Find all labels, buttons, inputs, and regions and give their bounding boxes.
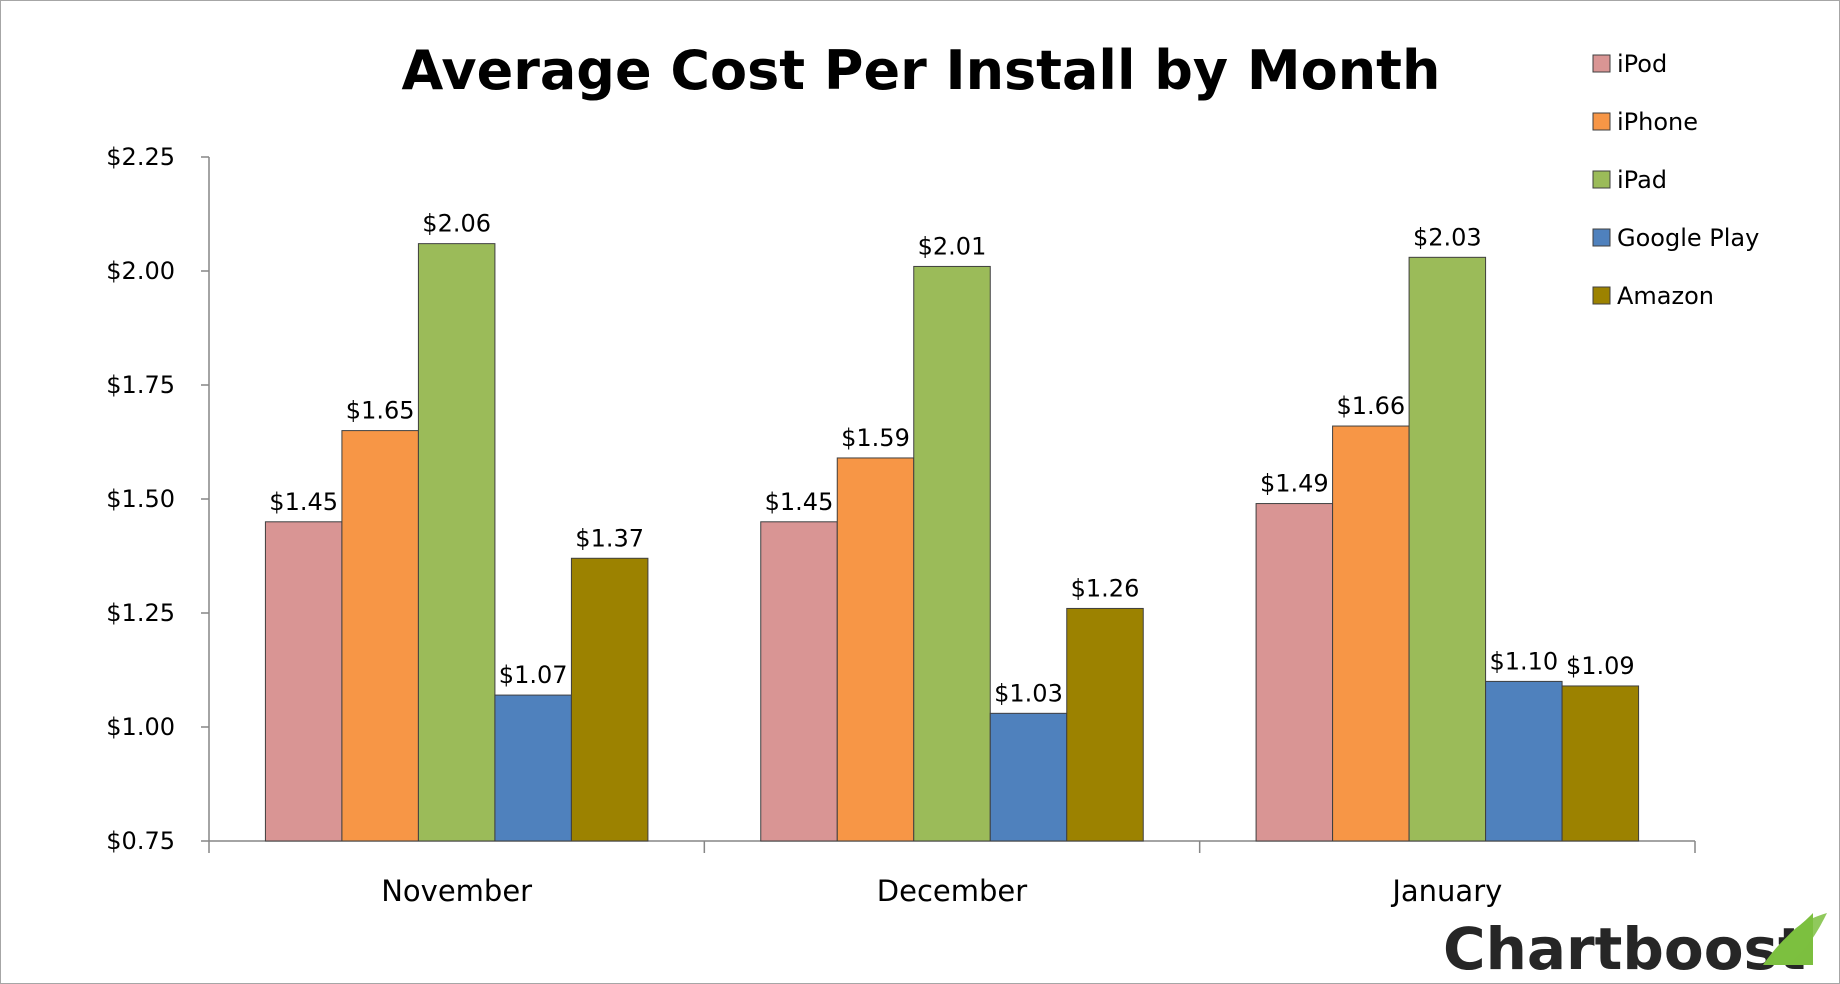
data-label: $1.59 bbox=[841, 424, 910, 452]
legend-label: iPad bbox=[1617, 166, 1667, 194]
bars: $1.45 $1.45 $1.49 $1.65 $1.59 $1.66 $2.06 $2.01… bbox=[264, 210, 1640, 842]
bar-iphone bbox=[1332, 425, 1410, 842]
data-label: $1.37 bbox=[575, 524, 644, 552]
data-label: $1.66 bbox=[1336, 392, 1405, 420]
data-label: $1.07 bbox=[499, 661, 568, 689]
bar-ipod bbox=[264, 521, 343, 842]
legend: iPod iPhone iPad Google Play Amazon bbox=[1592, 50, 1759, 310]
legend-swatch bbox=[1592, 286, 1611, 305]
y-tick-label: $1.50 bbox=[106, 485, 175, 513]
x-category-label: December bbox=[877, 874, 1027, 908]
bar-amazon bbox=[570, 557, 649, 842]
legend-swatch bbox=[1592, 54, 1611, 73]
y-tick-label: $0.75 bbox=[106, 827, 175, 855]
bar-ipad bbox=[913, 265, 991, 842]
logo-leaf-shape bbox=[1771, 913, 1827, 963]
data-label: $1.26 bbox=[1071, 574, 1140, 602]
data-label: $1.10 bbox=[1489, 647, 1558, 675]
data-label: $1.49 bbox=[1260, 470, 1329, 498]
legend-label: iPhone bbox=[1617, 108, 1698, 136]
brand-name: Chartboost bbox=[1443, 915, 1806, 983]
data-label: $1.09 bbox=[1566, 652, 1635, 680]
x-category-label: January bbox=[1390, 874, 1502, 908]
y-tick-label: $2.25 bbox=[106, 143, 175, 171]
data-label: $2.06 bbox=[422, 210, 491, 238]
data-label: $1.45 bbox=[765, 488, 834, 516]
legend-swatch bbox=[1592, 228, 1611, 247]
data-label: $1.03 bbox=[994, 679, 1063, 707]
chartboost-logo: Chartboost bbox=[1443, 913, 1827, 983]
data-label: $2.03 bbox=[1413, 223, 1482, 251]
bar-iphone bbox=[341, 430, 419, 842]
data-label: $1.65 bbox=[346, 397, 415, 425]
bar-iphone bbox=[836, 457, 915, 842]
data-label: $1.45 bbox=[269, 488, 338, 516]
bar-ipad bbox=[1408, 256, 1487, 842]
chartboost-leaf-icon bbox=[1763, 913, 1827, 965]
y-tick-label: $1.00 bbox=[106, 713, 175, 741]
y-tick-label: $2.00 bbox=[106, 257, 175, 285]
y-tick-label: $1.25 bbox=[106, 599, 175, 627]
y-tick-label: $1.75 bbox=[106, 371, 175, 399]
x-category-label: November bbox=[381, 874, 532, 908]
legend-swatch bbox=[1592, 112, 1611, 131]
legend-label: Amazon bbox=[1617, 282, 1714, 310]
legend-swatch bbox=[1592, 170, 1611, 189]
data-label: $2.01 bbox=[918, 232, 987, 260]
bar-google-play bbox=[1485, 680, 1563, 842]
bar-amazon bbox=[1066, 607, 1144, 842]
bar-ipod bbox=[760, 521, 838, 842]
bar-google-play bbox=[989, 712, 1068, 842]
bar-ipod bbox=[1255, 503, 1334, 842]
bar-ipad bbox=[417, 243, 496, 842]
axes: $0.75 $1.00 $1.25 $1.50 $1.75 $2.00 $2.25 Novem… bbox=[106, 143, 1696, 908]
chart-title: Average Cost Per Install by Month bbox=[402, 39, 1441, 102]
legend-label: Google Play bbox=[1617, 224, 1759, 252]
bar-google-play bbox=[494, 694, 572, 842]
legend-label: iPod bbox=[1617, 50, 1667, 78]
bar-amazon bbox=[1561, 685, 1640, 842]
